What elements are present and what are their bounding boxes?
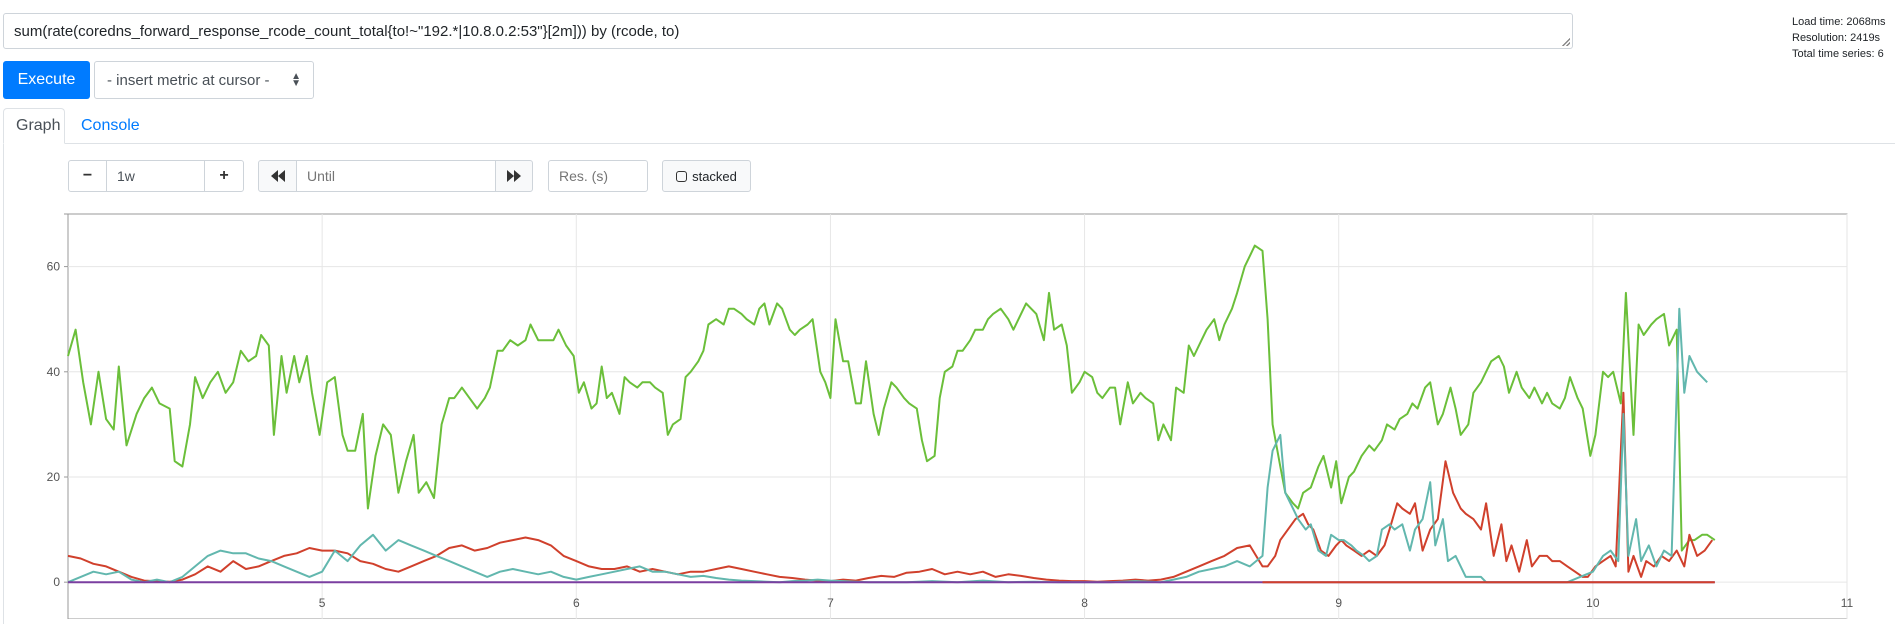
y-tick-label: 60 [47,260,61,274]
x-tick-label: 6 [573,596,580,610]
series-line-0 [67,244,1716,552]
range-increase-button[interactable]: + [204,160,244,192]
y-tick-label: 20 [47,470,61,484]
x-tick-label: 5 [319,596,326,610]
resolution-input[interactable] [548,160,648,192]
series-line-1 [67,391,1714,583]
insert-metric-label: - insert metric at cursor - [107,71,270,89]
expression-input[interactable]: sum(rate(coredns_forward_response_rcode_… [3,13,1573,49]
execute-button[interactable]: Execute [3,61,90,99]
plot-frame [67,213,1848,619]
y-tick-label: 0 [53,575,60,589]
y-tick-label: 40 [47,365,61,379]
resize-grip-icon[interactable] [1562,38,1570,46]
load-time: Load time: 2068ms [1792,16,1886,28]
checkbox-icon [676,170,688,182]
x-tick-label: 10 [1586,596,1600,610]
x-tick-label: 7 [827,596,834,610]
x-tick-label: 9 [1335,596,1342,610]
until-input-field[interactable] [297,168,495,184]
stacked-label: stacked [692,168,737,184]
tab-graph[interactable]: Graph [3,108,65,144]
tab-console[interactable]: Console [81,117,140,134]
insert-metric-select[interactable]: - insert metric at cursor - ▲ ▼ [94,61,314,99]
expression-text: sum(rate(coredns_forward_response_rcode_… [14,23,680,40]
resolution-input-field[interactable] [549,168,647,184]
graph-panel [3,143,1895,624]
range-input-field[interactable] [107,168,204,184]
range-decrease-button[interactable]: − [68,160,107,192]
series-line-2 [67,307,1708,584]
total-series: Total time series: 6 [1792,48,1884,60]
select-arrows-icon: ▲ ▼ [291,71,301,89]
query-stats: Load time: 2068ms Resolution: 2419s Tota… [1792,14,1886,62]
x-tick-label: 8 [1081,596,1088,610]
x-tick-label: 11 [1841,596,1854,610]
double-right-icon[interactable] [495,160,533,192]
resolution: Resolution: 2419s [1792,32,1881,44]
stacked-toggle[interactable]: stacked [662,160,751,192]
